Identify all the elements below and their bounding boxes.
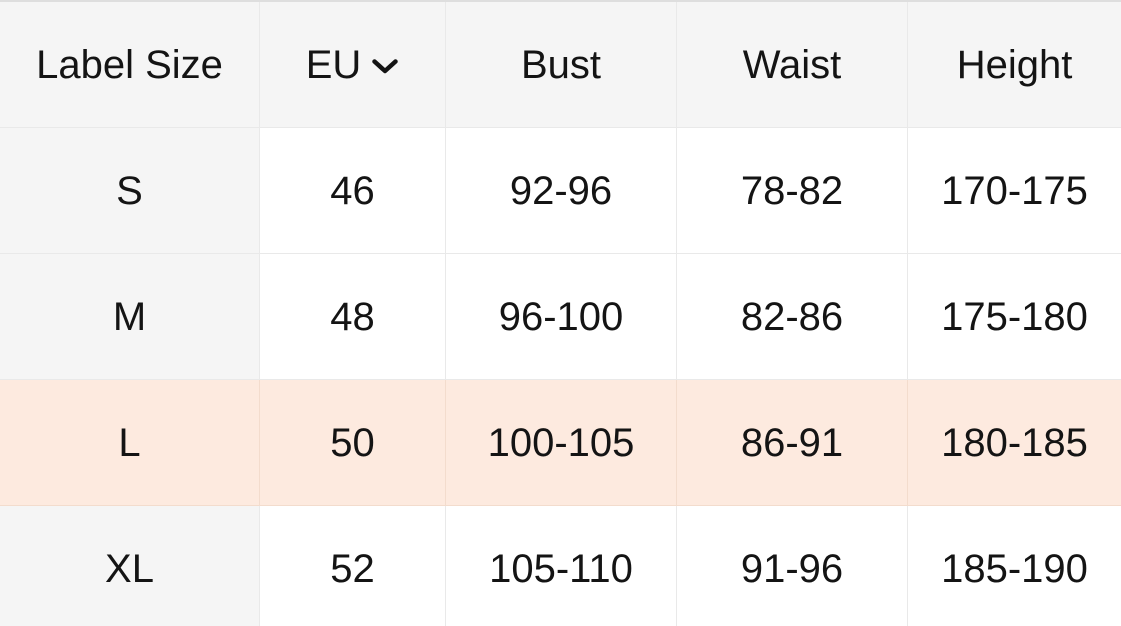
eu-cell: 52 [260,506,446,626]
column-header-bust: Bust [446,2,677,128]
eu-cell: 50 [260,380,446,506]
size-row-m[interactable]: M 48 96-100 82-86 175-180 [0,254,1121,380]
height-cell: 180-185 [908,380,1121,506]
label-size-cell: S [0,128,260,254]
height-cell: 185-190 [908,506,1121,626]
eu-header-label: EU [305,42,362,87]
bust-cell: 96-100 [446,254,677,380]
column-header-label-size: Label Size [0,2,260,128]
waist-cell: 86-91 [677,380,908,506]
column-header-waist: Waist [677,2,908,128]
size-row-s[interactable]: S 46 92-96 78-82 170-175 [0,128,1121,254]
bust-cell: 105-110 [446,506,677,626]
chevron-down-icon [371,58,399,75]
height-cell: 170-175 [908,128,1121,254]
bust-cell: 92-96 [446,128,677,254]
height-cell: 175-180 [908,254,1121,380]
label-size-cell: L [0,380,260,506]
eu-cell: 46 [260,128,446,254]
waist-cell: 91-96 [677,506,908,626]
bust-cell: 100-105 [446,380,677,506]
label-size-cell: XL [0,506,260,626]
column-header-eu-dropdown[interactable]: EU [260,2,446,128]
label-size-cell: M [0,254,260,380]
size-row-l-selected[interactable]: L 50 100-105 86-91 180-185 [0,380,1121,506]
waist-cell: 78-82 [677,128,908,254]
column-header-height: Height [908,2,1121,128]
waist-cell: 82-86 [677,254,908,380]
eu-cell: 48 [260,254,446,380]
size-chart-header-row: Label Size EU Bust Waist Height [0,2,1121,128]
size-row-xl[interactable]: XL 52 105-110 91-96 185-190 [0,506,1121,626]
